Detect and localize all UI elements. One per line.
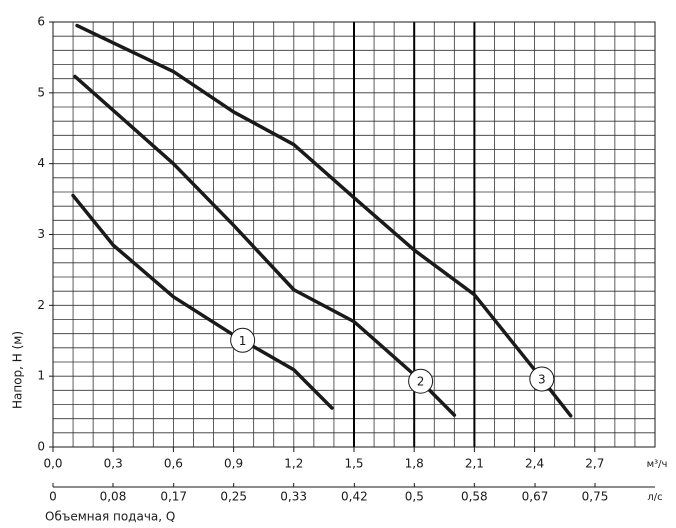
x2-tick-label: 0,33 — [280, 490, 307, 504]
x-tick-label: 1,2 — [284, 457, 303, 471]
x-tick-label: 1,8 — [405, 457, 424, 471]
curve — [71, 193, 334, 410]
curve-label-circle — [408, 368, 434, 394]
y-tick-label: 3 — [37, 227, 45, 241]
x-axis-title: Объемная подача, Q — [45, 510, 175, 524]
x2-tick-label: 0,25 — [220, 490, 247, 504]
y-tick-label: 2 — [37, 298, 45, 312]
curve-label: 2 — [417, 375, 425, 389]
x-tick-label: 2,4 — [525, 457, 544, 471]
x2-unit: л/с — [647, 492, 662, 503]
x2-tick-label: 0 — [49, 490, 57, 504]
x2-tick-label: 0,67 — [522, 490, 549, 504]
y-tick-label: 5 — [37, 85, 45, 99]
plot-frame — [52, 21, 656, 448]
x2-tick-label: 0,08 — [100, 490, 127, 504]
curve-label: 3 — [538, 373, 546, 387]
x-tick-label: 0,3 — [104, 457, 123, 471]
x2-tick-label: 0,58 — [461, 490, 488, 504]
x2-tick-label: 0,75 — [582, 490, 609, 504]
x-tick-label: 1,5 — [344, 457, 363, 471]
curve-label: 1 — [239, 334, 247, 348]
curve — [75, 23, 573, 418]
x-unit: м³/ч — [647, 459, 668, 470]
x-tick-label: 2,1 — [465, 457, 484, 471]
y-axis-title: Напор, H (м) — [11, 331, 25, 409]
y-tick-label: 6 — [37, 15, 45, 29]
curve-label-circle — [529, 366, 555, 392]
x-tick-label: 0,9 — [224, 457, 243, 471]
y-tick-label: 4 — [37, 156, 45, 170]
x2-tick-label: 0,42 — [341, 490, 368, 504]
x-tick-label: 2,7 — [585, 457, 604, 471]
y-tick-label: 1 — [37, 369, 45, 383]
curve-label-circle — [230, 327, 256, 353]
y-tick-label: 0 — [37, 440, 45, 454]
x2-tick-label: 0,5 — [405, 490, 424, 504]
x-tick-label: 0,0 — [43, 457, 62, 471]
x-tick-label: 0,6 — [164, 457, 183, 471]
x2-tick-label: 0,17 — [160, 490, 187, 504]
